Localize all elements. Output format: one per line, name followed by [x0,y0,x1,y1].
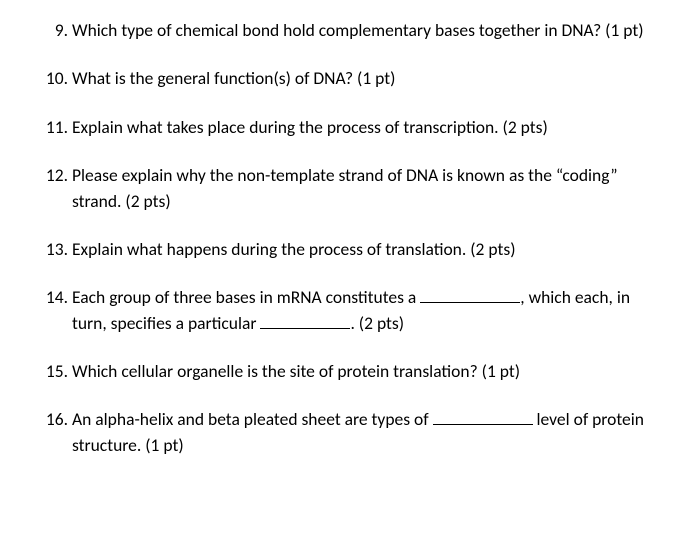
question-number: 11. [42,115,72,140]
question-text: Each group of three bases in mRNA consti… [72,285,658,336]
question-number: 15. [42,359,72,384]
q16-pre: An alpha-helix and beta pleated sheet ar… [72,408,433,430]
fill-blank [433,410,533,426]
fill-blank [420,288,520,304]
question-text: What is the general function(s) of DNA? … [72,66,658,91]
question-13: 13. Explain what happens during the proc… [42,237,658,262]
question-16: 16. An alpha-helix and beta pleated shee… [42,407,658,458]
question-10: 10. What is the general function(s) of D… [42,66,658,91]
question-14: 14. Each group of three bases in mRNA co… [42,285,658,336]
question-number: 13. [42,237,72,262]
question-11: 11. Explain what takes place during the … [42,115,658,140]
question-text: Please explain why the non-template stra… [72,163,658,214]
question-list: 9. Which type of chemical bond hold comp… [42,18,658,458]
question-number: 16. [42,407,72,458]
question-number: 10. [42,66,72,91]
question-15: 15. Which cellular organelle is the site… [42,359,658,384]
question-text: An alpha-helix and beta pleated sheet ar… [72,407,658,458]
question-9: 9. Which type of chemical bond hold comp… [42,18,658,43]
q14-post: . (2 pts) [350,312,404,334]
question-number: 14. [42,285,72,336]
question-text: Explain what happens during the process … [72,237,658,262]
question-number: 9. [42,18,72,43]
question-12: 12. Please explain why the non-template … [42,163,658,214]
fill-blank [260,313,350,329]
q14-pre: Each group of three bases in mRNA consti… [72,286,420,308]
question-text: Which type of chemical bond hold complem… [72,18,658,43]
question-text: Explain what takes place during the proc… [72,115,658,140]
question-number: 12. [42,163,72,214]
question-text: Which cellular organelle is the site of … [72,359,658,384]
